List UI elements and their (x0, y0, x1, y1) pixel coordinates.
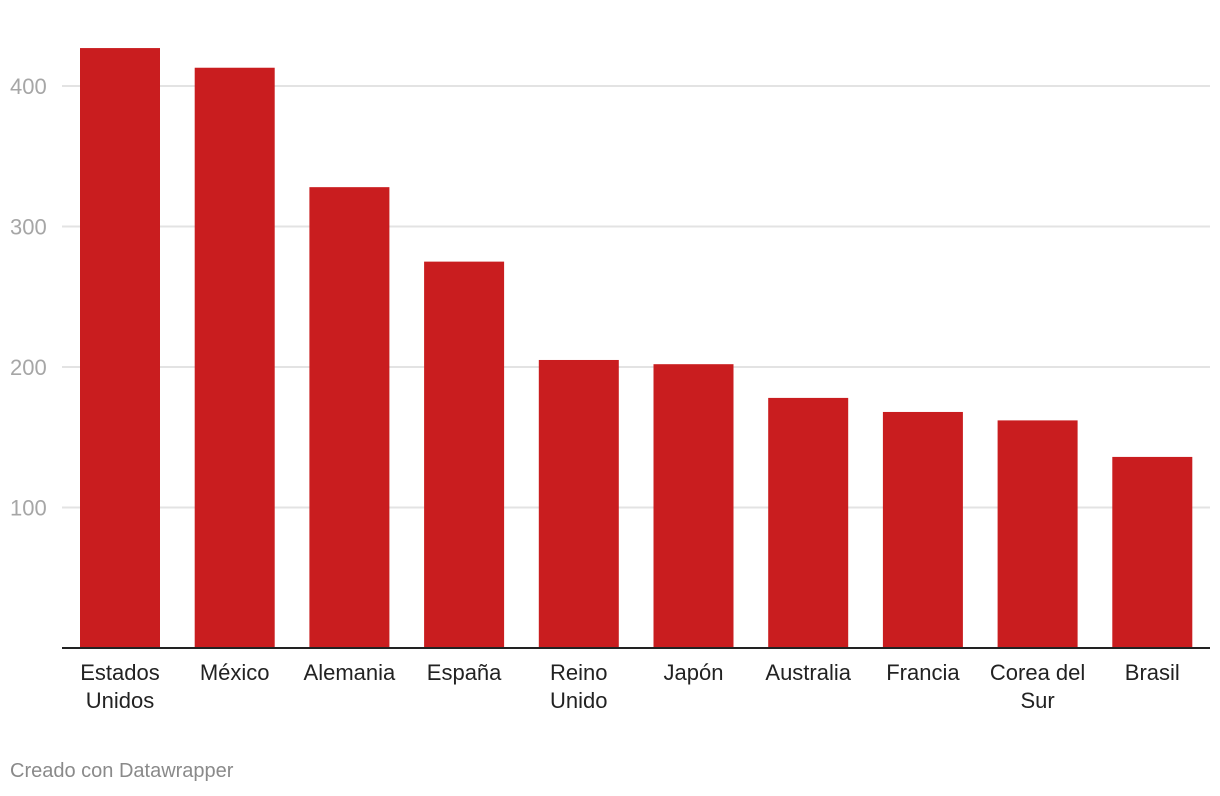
bar-2 (309, 187, 390, 648)
y-tick-label-400: 400 (10, 74, 47, 99)
x-category-label-6: Australia (765, 660, 851, 685)
y-tick-label-200: 200 (10, 355, 47, 380)
x-category-label-4: Reino Unido (550, 660, 607, 713)
x-category-label-0: Estados Unidos (80, 660, 160, 713)
x-category-label-8: Corea del Sur (990, 660, 1085, 713)
x-category-label-9: Brasil (1125, 660, 1180, 685)
x-category-label-2: Alemania (304, 660, 396, 685)
credit-text: Creado con Datawrapper (10, 760, 234, 782)
bar-0 (80, 48, 160, 648)
bar-6 (768, 397, 849, 648)
bar-8 (997, 420, 1078, 648)
x-category-label-7: Francia (886, 660, 960, 685)
bar-4 (538, 359, 619, 648)
bar-9 (1112, 456, 1193, 648)
bar-5 (653, 364, 734, 648)
bar-1 (194, 67, 275, 649)
x-category-label-1: México (200, 660, 270, 685)
x-category-label-5: Japón (664, 660, 724, 685)
bar-3 (424, 261, 505, 648)
x-category-label-3: España (427, 660, 502, 685)
bar-7 (882, 411, 963, 648)
y-tick-label-300: 300 (10, 215, 47, 240)
y-tick-label-100: 100 (10, 496, 47, 521)
